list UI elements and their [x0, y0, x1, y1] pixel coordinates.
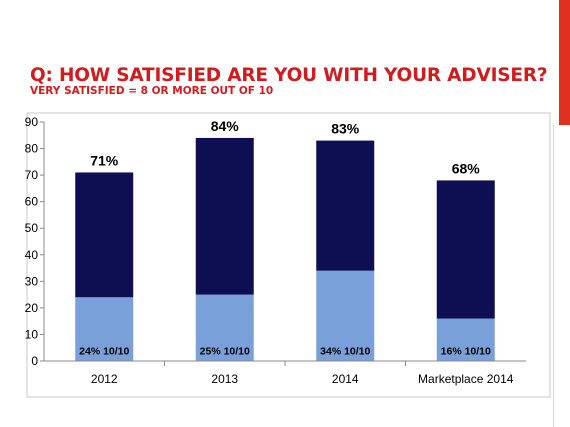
bar-segment-ten	[316, 270, 375, 361]
y-axis: 0 10 20 30 40 50 60 70 80 90	[25, 115, 45, 368]
bar-inner-label: 16% 10/10	[441, 345, 491, 357]
bar-inner-label: 34% 10/10	[320, 345, 370, 357]
bar-total-label: 71%	[90, 152, 119, 168]
bar-segment-rest	[316, 140, 375, 271]
y-tick-label: 0	[31, 354, 38, 368]
bar-segment-ten	[195, 294, 254, 361]
title-question: Q: HOW SATISFIED ARE YOU WITH YOUR ADVIS…	[30, 65, 548, 86]
bar-inner-label: 25% 10/10	[200, 345, 250, 357]
y-tick-label: 20	[25, 301, 39, 315]
bar-inner-label: 24% 10/10	[79, 345, 129, 357]
y-tick-label: 40	[25, 248, 39, 262]
x-axis: 2012 2013 2014 Marketplace 2014	[44, 360, 526, 386]
bar-segment-rest	[75, 172, 134, 298]
bars: 24% 10/10 71% 25% 10/10 84% 34% 10/10 83% 16% …	[75, 118, 495, 361]
bar-segment-rest	[436, 180, 495, 319]
bar-total-label: 83%	[331, 121, 360, 137]
bar-total-label: 84%	[211, 118, 240, 134]
x-category-label: Marketplace 2014	[418, 372, 514, 386]
y-tick-label: 90	[25, 115, 39, 129]
y-tick-label: 70	[25, 168, 39, 182]
y-tick-label: 10	[25, 327, 39, 341]
y-tick-label: 80	[25, 142, 39, 156]
bar-segment-rest	[195, 137, 254, 295]
bar-segment-ten	[75, 297, 134, 361]
y-tick-label: 60	[25, 195, 39, 209]
x-category-label: 2012	[91, 372, 118, 386]
x-category-label: 2014	[332, 372, 359, 386]
bar-segment-ten	[436, 318, 495, 361]
side-divider	[553, 125, 554, 427]
x-category-label: 2013	[211, 372, 238, 386]
chart-frame	[26, 112, 551, 398]
y-tick-label: 30	[25, 274, 39, 288]
accent-bar	[559, 0, 570, 125]
bar-total-label: 68%	[452, 160, 481, 176]
title-subtitle: VERY SATISFIED = 8 OR MORE OUT OF 10	[30, 85, 274, 98]
y-tick-label: 50	[25, 221, 39, 235]
slide-title: Q: HOW SATISFIED ARE YOU WITH YOUR ADVIS…	[30, 65, 548, 98]
